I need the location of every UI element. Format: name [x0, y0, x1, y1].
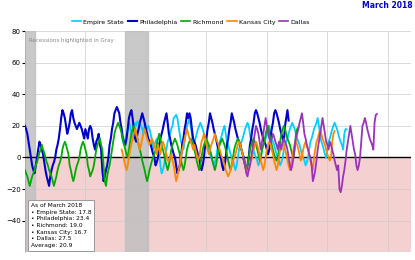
Text: Recessions highlighted in Gray: Recessions highlighted in Gray [29, 38, 114, 43]
Bar [25, 31, 34, 252]
Bar [125, 31, 149, 252]
Text: March 2018: March 2018 [362, 1, 413, 10]
Legend: Empire State, Philadelphia, Richmond, Kansas City, Dallas: Empire State, Philadelphia, Richmond, Ka… [69, 17, 312, 27]
Bar [25, 158, 411, 252]
Text: As of March 2018
• Empire State: 17.8
• Philadelphia: 23.4
• Richmond: 19.0
• Ka: As of March 2018 • Empire State: 17.8 • … [31, 203, 91, 248]
